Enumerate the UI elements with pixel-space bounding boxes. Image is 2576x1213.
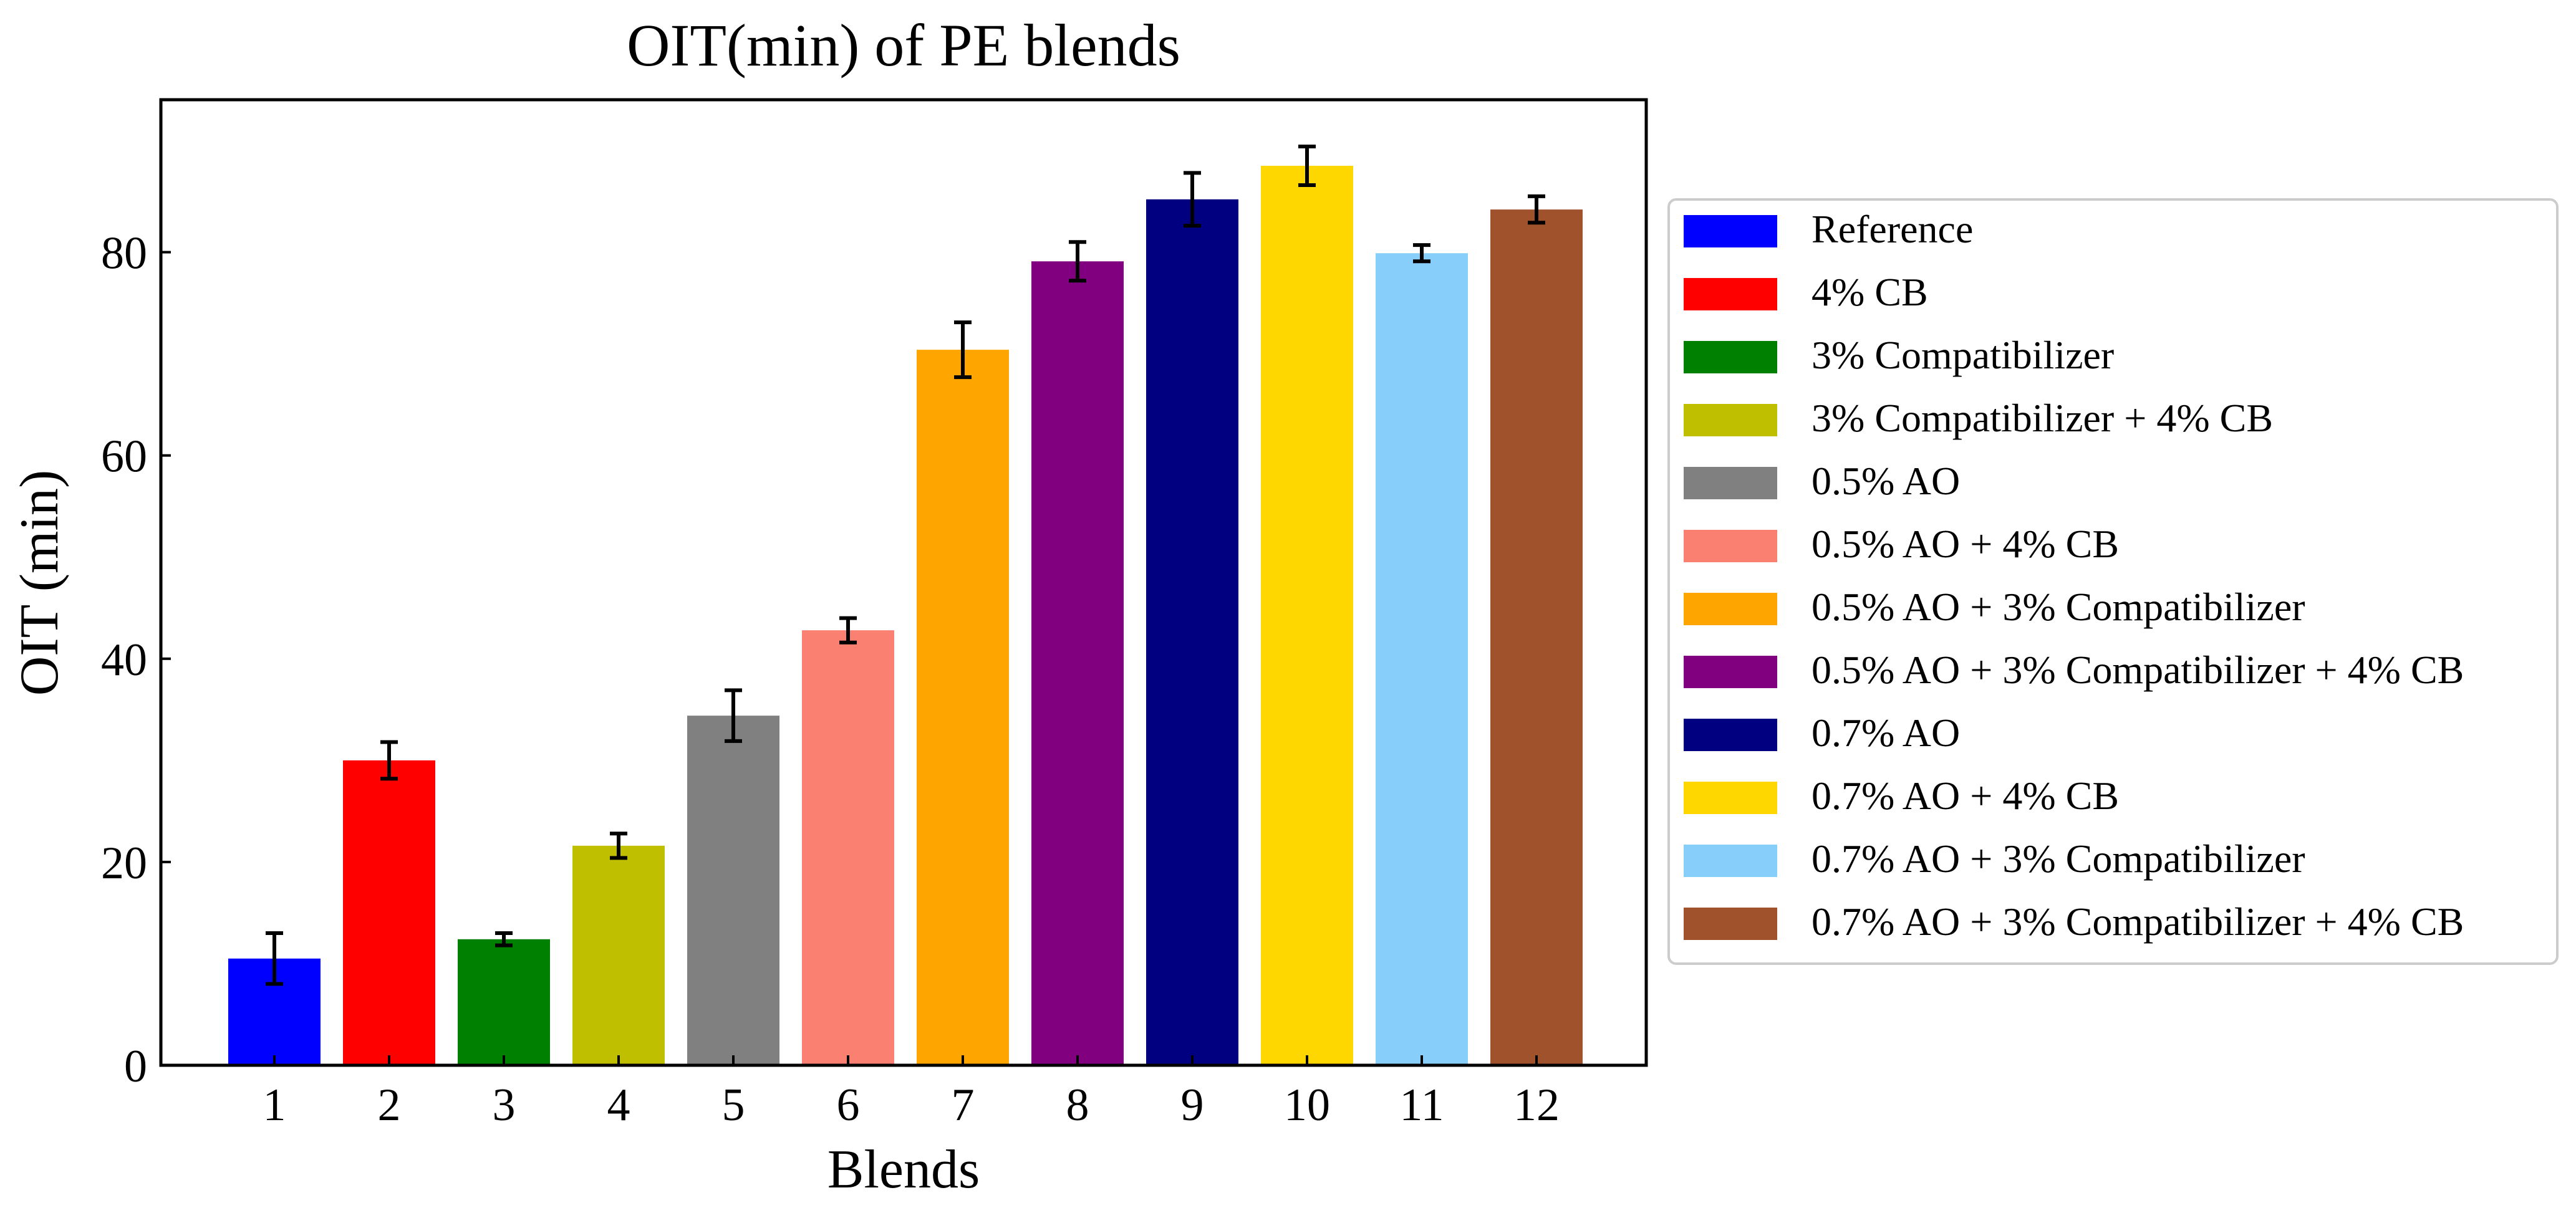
y-tick-label: 40 [101,635,147,686]
legend-swatch-10 [1684,782,1777,814]
legend-label-10: 0.7% AO + 4% CB [1811,774,2119,818]
error-bars-layer [266,145,1545,986]
bar-5 [687,716,779,1065]
bar-6 [802,630,894,1065]
legend-swatch-3 [1684,341,1777,373]
x-tick-label: 2 [378,1080,401,1131]
legend-swatch-1 [1684,215,1777,247]
error-bar-12 [1528,194,1545,225]
legend-swatch-2 [1684,278,1777,310]
legend-label-3: 3% Compatibilizer [1811,333,2114,377]
error-bar-7 [954,320,972,380]
bar-10 [1261,165,1353,1065]
legend-swatch-7 [1684,593,1777,625]
legend-label-9: 0.7% AO [1811,711,1960,755]
y-tick-label: 80 [101,228,147,279]
error-bar-6 [839,616,857,645]
legend-label-12: 0.7% AO + 3% Compatibilizer + 4% CB [1811,899,2464,944]
legend: Reference 4% CB 3% Compatibilizer 3% Compat… [1667,198,2559,965]
x-tick-label: 8 [1066,1080,1089,1131]
error-bar-5 [725,688,742,743]
legend-swatch-9 [1684,719,1777,751]
legend-swatch-8 [1684,656,1777,688]
legend-label-1: Reference [1811,207,1973,251]
x-tick-label: 3 [493,1080,516,1131]
legend-swatch-11 [1684,845,1777,877]
x-tick-label: 7 [952,1080,975,1131]
x-tick-label: 10 [1284,1080,1330,1131]
y-tick-label: 60 [101,431,147,482]
bar-2 [343,760,435,1065]
bar-11 [1376,253,1468,1065]
legend-label-8: 0.5% AO + 3% Compatibilizer + 4% CB [1811,648,2464,692]
error-bar-9 [1184,171,1201,228]
error-bar-4 [610,832,627,860]
bar-9 [1146,199,1238,1066]
legend-swatch-6 [1684,530,1777,562]
error-bar-1 [266,931,283,986]
bar-7 [917,350,1009,1065]
chart-title: OIT(min) of PE blends [627,12,1180,79]
legend-label-4: 3% Compatibilizer + 4% CB [1811,396,2273,440]
y-axis-label: OIT (min) [9,470,70,696]
y-tick-label: 0 [124,1041,147,1092]
legend-label-7: 0.5% AO + 3% Compatibilizer [1811,585,2305,629]
bar-4 [572,845,665,1065]
error-bar-3 [495,931,513,947]
error-bar-2 [380,740,398,781]
x-tick-label: 1 [263,1080,286,1131]
legend-label-5: 0.5% AO [1811,459,1960,503]
legend-label-2: 4% CB [1811,270,1928,314]
legend-frame [1667,198,2559,965]
bars-layer [228,165,1583,1066]
error-bar-8 [1069,240,1086,283]
legend-swatch-5 [1684,467,1777,499]
x-tick-label: 4 [607,1080,630,1131]
y-tick-label: 20 [101,838,147,889]
x-tick-label: 12 [1513,1080,1560,1131]
legend-label-6: 0.5% AO + 4% CB [1811,522,2119,566]
bar-3 [458,939,550,1065]
bar-8 [1031,261,1124,1066]
x-tick-label: 5 [722,1080,745,1131]
error-bar-11 [1413,243,1430,264]
x-tick-label: 11 [1399,1080,1444,1131]
plot-frame [159,98,1648,1067]
legend-label-11: 0.7% AO + 3% Compatibilizer [1811,837,2305,881]
error-bar-10 [1298,145,1316,187]
legend-swatch-12 [1684,908,1777,940]
x-axis-label: Blends [827,1139,980,1200]
legend-swatch-4 [1684,404,1777,436]
bar-12 [1490,209,1583,1066]
x-tick-label: 9 [1181,1080,1204,1131]
x-tick-label: 6 [837,1080,860,1131]
